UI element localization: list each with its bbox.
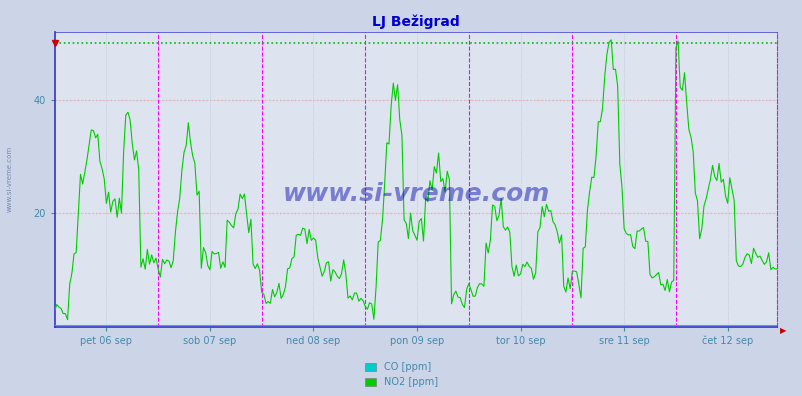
Title: LJ Bežigrad: LJ Bežigrad (371, 15, 460, 29)
Text: ▶: ▶ (779, 326, 785, 335)
Legend: CO [ppm], NO2 [ppm]: CO [ppm], NO2 [ppm] (364, 362, 438, 387)
Text: www.si-vreme.com: www.si-vreme.com (282, 182, 549, 206)
Text: www.si-vreme.com: www.si-vreme.com (6, 146, 13, 212)
